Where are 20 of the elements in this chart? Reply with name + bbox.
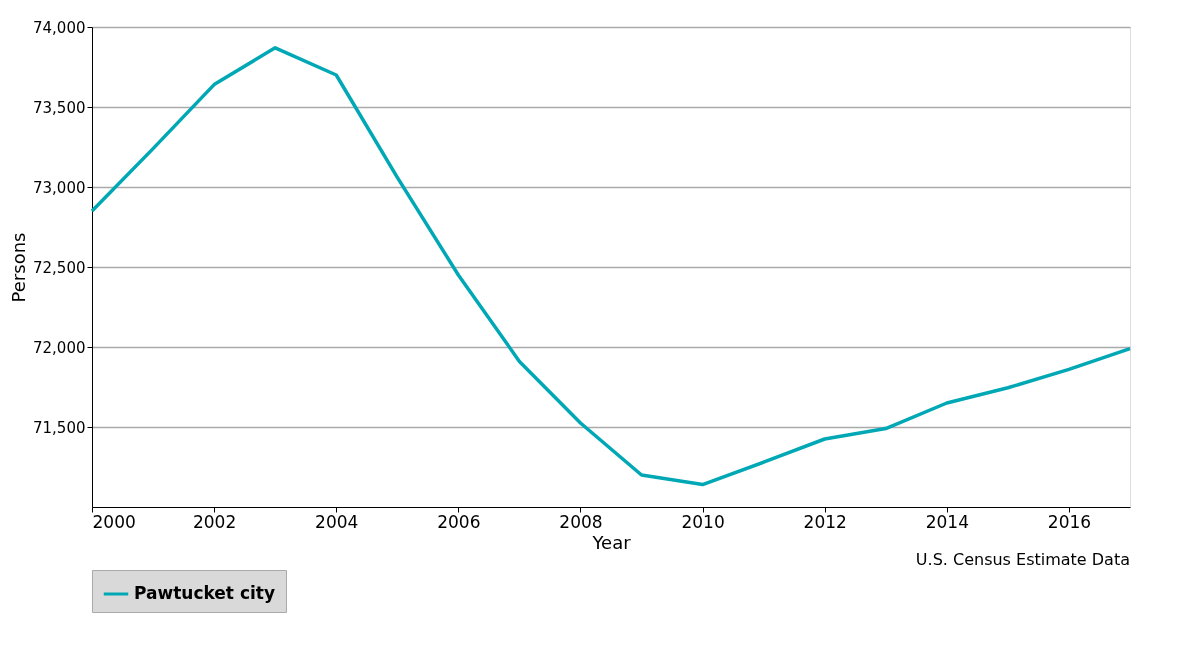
x-tick-label: 2008 xyxy=(559,511,603,532)
y-tick-label: 73,000 xyxy=(33,178,86,197)
x-tick-label: 2000 xyxy=(92,511,136,532)
text: U.S. Census Estimate Data xyxy=(915,550,1130,569)
x-tick-label: 2010 xyxy=(681,511,725,532)
x-tick-label: 2012 xyxy=(803,511,847,532)
x-tick-label: 2006 xyxy=(437,511,481,532)
legend-label: Pawtucket city xyxy=(134,583,276,603)
x-tick-label: 2004 xyxy=(315,511,359,532)
y-tick-label: 73,500 xyxy=(33,98,86,117)
y-tick-label: 74,000 xyxy=(33,18,86,37)
x-axis-title: Year xyxy=(591,531,632,553)
x-tick-label: 2014 xyxy=(925,511,969,532)
x-tick-label: 2002 xyxy=(192,511,237,532)
y-tick-label: 72,000 xyxy=(33,338,86,357)
x-tick-label: 2016 xyxy=(1047,511,1092,532)
line-series xyxy=(90,46,1132,487)
y-tick-label: 71,500 xyxy=(33,418,86,437)
y-tick-label: 72,500 xyxy=(33,258,86,277)
y-axis-title: Persons xyxy=(8,232,30,303)
